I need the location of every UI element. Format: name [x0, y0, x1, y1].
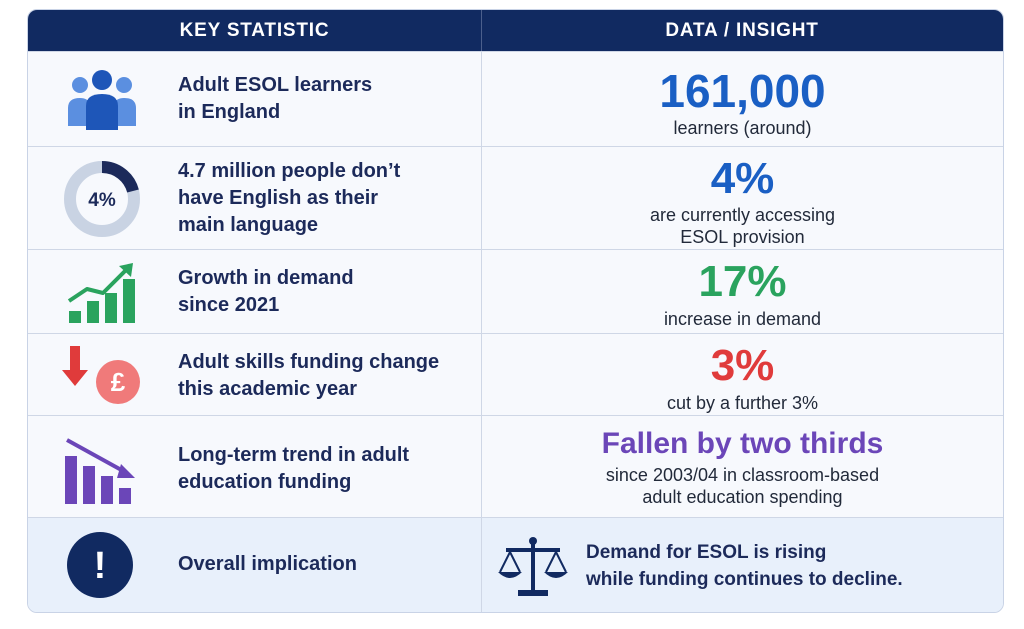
funding-cut-icon: £ [62, 342, 144, 413]
row-insight: 4% are currently accessing ESOL provisio… [482, 157, 1003, 248]
donut-chart-icon: 4% [62, 159, 142, 244]
table-row-implication: ! Overall implication Demand for ESOL is… [28, 517, 1003, 612]
row-label: Growth in demand since 2021 [178, 265, 354, 319]
label-line: 4.7 million people don’t [178, 160, 401, 182]
row-label: Adult ESOL learners in England [178, 72, 372, 126]
label-line: this academic year [178, 378, 357, 400]
table-row: Adult ESOL learners in England 161,000 l… [28, 51, 1003, 147]
table-row: 4% 4.7 million people don’t have English… [28, 146, 1003, 250]
declining-bars-icon [63, 432, 143, 511]
label-line: since 2021 [178, 294, 280, 316]
label-line: have English as their [178, 187, 379, 209]
row-label: Overall implication [178, 551, 357, 578]
statistics-table: KEY STATISTIC DATA / INSIGHT Adult ESOL … [27, 9, 1004, 613]
insight-description: learners (around) [673, 118, 812, 138]
exclamation-icon: ! [65, 530, 135, 605]
insight-description: increase in demand [663, 309, 822, 329]
label-line: education funding [178, 471, 352, 493]
implication-text: Demand for ESOL is rising while funding … [586, 539, 903, 593]
insight-description: ESOL provision [680, 227, 805, 247]
insight-description: cut by a further 3% [666, 393, 819, 413]
row-insight: 161,000 learners (around) [482, 68, 1003, 139]
row-insight: 17% increase in demand [482, 260, 1003, 330]
pound-sign: £ [111, 367, 126, 397]
growth-chart-icon [65, 261, 139, 330]
column-divider [481, 51, 482, 612]
label-line: main language [178, 214, 319, 236]
insight-value: 4% [710, 154, 775, 203]
label-line: Adult ESOL learners [178, 74, 373, 96]
implication-line: Demand for ESOL is rising [586, 542, 827, 563]
label-line: Growth in demand [178, 267, 354, 289]
row-insight: 3% cut by a further 3% [482, 344, 1003, 414]
label-line: Overall implication [178, 553, 357, 575]
insight-value: 17% [698, 257, 787, 306]
implication-line: while funding continues to decline. [586, 569, 903, 590]
insight-description: are currently accessing [649, 205, 836, 225]
header-data-insight: DATA / INSIGHT [665, 20, 819, 41]
people-icon [66, 68, 138, 139]
row-insight: Fallen by two thirds since 2003/04 in cl… [482, 429, 1003, 508]
insight-description: since 2003/04 in classroom-based [605, 465, 880, 485]
row-label: 4.7 million people don’t have English as… [178, 158, 400, 239]
table-row: £ Adult skills funding change this acade… [28, 333, 1003, 416]
label-line: Long-term trend in adult [178, 444, 410, 466]
exclamation-mark: ! [94, 545, 107, 587]
label-line: in England [178, 101, 281, 123]
label-line: Adult skills funding change [178, 351, 440, 373]
header-key-statistic: KEY STATISTIC [179, 20, 330, 41]
insight-value: 3% [710, 341, 775, 390]
table-header: KEY STATISTIC DATA / INSIGHT [28, 10, 1003, 51]
donut-chart-label: 4% [88, 190, 116, 211]
insight-value: Fallen by two thirds [601, 427, 884, 460]
row-label: Long-term trend in adult education fundi… [178, 442, 409, 496]
header-divider [481, 10, 482, 51]
table-row: Long-term trend in adult education fundi… [28, 415, 1003, 518]
row-label: Adult skills funding change this academi… [178, 349, 439, 403]
insight-value: 161,000 [659, 65, 826, 117]
scales-icon [498, 536, 568, 603]
table-row: Growth in demand since 2021 17% increase… [28, 249, 1003, 334]
insight-description: adult education spending [642, 487, 843, 507]
